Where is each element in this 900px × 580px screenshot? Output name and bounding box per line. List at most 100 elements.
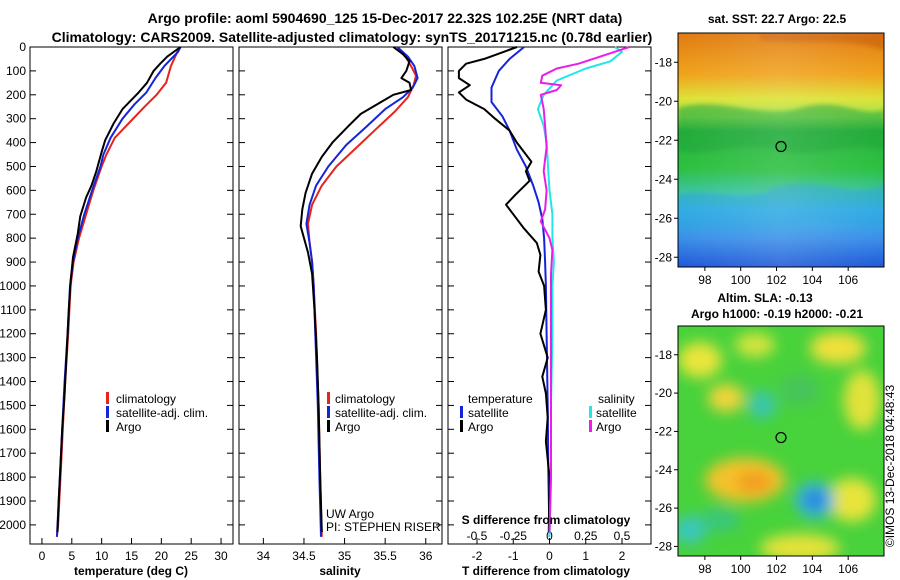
argo-position-marker bbox=[775, 431, 787, 444]
legend-label-s-satellite: satellite bbox=[596, 406, 637, 420]
map-y-tick-label: -28 bbox=[655, 250, 673, 264]
s-difference-xlabel: S difference from climatology bbox=[462, 513, 631, 527]
x-tick-label: 36 bbox=[419, 549, 433, 563]
temperature-series bbox=[55, 46, 182, 537]
s-diff-tick-label: 0.5 bbox=[614, 529, 631, 543]
legend-swatch-argo bbox=[327, 420, 330, 432]
sla-map-ticks: 98 100 102 104 106 -18 -20 -22 -24 -26 -28 bbox=[655, 348, 859, 576]
x-tick-label: 20 bbox=[155, 549, 169, 563]
depth-tick-label: 100 bbox=[6, 64, 26, 78]
title-line-2: Climatology: CARS2009. Satellite-adjuste… bbox=[52, 29, 653, 45]
series-line-satellite-adj-clim- bbox=[305, 46, 419, 537]
map-y-tick-label: -20 bbox=[655, 386, 673, 400]
legend-swatch-s-argo bbox=[589, 420, 592, 432]
map-x-tick-label: 100 bbox=[731, 562, 751, 576]
legend-header-salinity: salinity bbox=[598, 392, 635, 406]
x-tick-label: 34.5 bbox=[292, 549, 316, 563]
legend-swatch-t-satellite bbox=[460, 406, 463, 418]
sst-map-title: sat. SST: 22.7 Argo: 22.5 bbox=[708, 12, 847, 26]
salinity-series bbox=[299, 46, 419, 537]
depth-tick-label: 2000 bbox=[0, 518, 26, 532]
map-x-tick-label: 102 bbox=[767, 562, 787, 576]
map-y-tick-label: -26 bbox=[655, 501, 673, 515]
legend-swatch-argo bbox=[106, 420, 109, 432]
legend-swatch-satellite bbox=[327, 406, 330, 418]
salinity-x-ticks: 34 34.5 35 35.5 36 bbox=[257, 538, 433, 563]
legend-label-t-satellite: satellite bbox=[468, 406, 509, 420]
map-y-tick-label: -22 bbox=[655, 133, 673, 147]
difference-series bbox=[457, 46, 630, 537]
depth-tick-label: 1500 bbox=[0, 398, 26, 412]
x-tick-label: -1 bbox=[508, 549, 519, 563]
map-y-tick-label: -24 bbox=[655, 172, 673, 186]
x-tick-label: 25 bbox=[185, 549, 199, 563]
map-x-tick-label: 100 bbox=[731, 273, 751, 287]
depth-axis: 0 100 200 300 400 500 600 700 800 900 1000 1100 1200… bbox=[0, 40, 651, 532]
depth-tick-label: 200 bbox=[6, 88, 26, 102]
sla-map-title: Altim. SLA: -0.13 bbox=[717, 291, 813, 305]
depth-tick-label: 0 bbox=[19, 40, 26, 54]
x-tick-label: 35.5 bbox=[373, 549, 397, 563]
legend-label-satellite: satellite-adj. clim. bbox=[116, 406, 208, 420]
map-x-tick-label: 102 bbox=[767, 273, 787, 287]
sla-map-subtitle: Argo h1000: -0.19 h2000: -0.21 bbox=[691, 307, 863, 321]
s-diff-tick-label: -0.25 bbox=[500, 529, 528, 543]
series-line-climatology bbox=[307, 46, 417, 537]
legend-label-s-argo: Argo bbox=[596, 420, 622, 434]
depth-tick-label: 300 bbox=[6, 112, 26, 126]
sla-heatmap bbox=[678, 326, 884, 556]
difference-legend: temperature salinity satellite Argo sate… bbox=[460, 392, 637, 434]
depth-tick-label: 1200 bbox=[0, 327, 26, 341]
map-x-tick-label: 106 bbox=[838, 562, 858, 576]
map-x-tick-label: 98 bbox=[698, 562, 712, 576]
temperature-legend: climatology satellite-adj. clim. Argo bbox=[106, 392, 208, 434]
map-y-tick-label: -18 bbox=[655, 348, 673, 362]
series-line-s-argo bbox=[539, 46, 630, 533]
map-y-tick-label: -20 bbox=[655, 94, 673, 108]
x-tick-label: 34 bbox=[257, 549, 271, 563]
depth-tick-label: 1800 bbox=[0, 470, 26, 484]
x-tick-label: 35 bbox=[338, 549, 352, 563]
depth-tick-label: 1000 bbox=[0, 279, 26, 293]
series-line-t-satellite bbox=[490, 46, 551, 537]
imos-stamp: ©IMOS 13-Dec-2018 04:48:43 bbox=[883, 385, 897, 548]
legend-swatch-satellite bbox=[106, 406, 109, 418]
map-y-tick-label: -18 bbox=[655, 55, 673, 69]
legend-label-argo: Argo bbox=[335, 420, 361, 434]
sst-map-ticks: 98 100 102 104 106 -18 -20 -22 -24 -26 -28 bbox=[655, 55, 859, 287]
series-line-t-argo bbox=[457, 46, 551, 533]
series-line-argo bbox=[299, 46, 413, 533]
legend-header-temperature: temperature bbox=[468, 392, 533, 406]
sst-map-frame bbox=[677, 32, 885, 268]
x-tick-label: 0 bbox=[546, 549, 553, 563]
series-line-satellite-adj-clim- bbox=[55, 46, 182, 537]
credit-uw-argo: UW Argo bbox=[326, 507, 374, 521]
credit-pi: PI: STEPHEN RISER bbox=[326, 520, 441, 534]
map-x-tick-label: 104 bbox=[802, 562, 822, 576]
legend-label-t-argo: Argo bbox=[468, 420, 494, 434]
sst-heatmap bbox=[678, 33, 884, 267]
map-x-tick-label: 98 bbox=[698, 273, 712, 287]
title-line-1: Argo profile: aoml 5904690_125 15-Dec-20… bbox=[148, 10, 623, 26]
depth-tick-label: 1700 bbox=[0, 446, 26, 460]
x-tick-label: 15 bbox=[125, 549, 139, 563]
legend-swatch-s-satellite bbox=[589, 406, 592, 418]
salinity-legend: climatology satellite-adj. clim. Argo bbox=[327, 392, 427, 434]
map-y-tick-label: -22 bbox=[655, 424, 673, 438]
t-difference-x-ticks: -2 -1 0 1 2 bbox=[472, 538, 626, 563]
depth-tick-label: 1100 bbox=[0, 303, 26, 317]
legend-label-climatology: climatology bbox=[335, 392, 395, 406]
series-line-s-satellite bbox=[536, 46, 623, 537]
x-tick-label: 30 bbox=[214, 549, 228, 563]
depth-tick-label: 500 bbox=[6, 159, 26, 173]
depth-tick-label: 900 bbox=[6, 255, 26, 269]
legend-label-argo: Argo bbox=[116, 420, 142, 434]
depth-tick-label: 800 bbox=[6, 231, 26, 245]
depth-tick-label: 600 bbox=[6, 183, 26, 197]
salinity-xlabel: salinity bbox=[319, 564, 361, 578]
x-tick-label: 2 bbox=[619, 549, 626, 563]
map-x-tick-label: 106 bbox=[838, 273, 858, 287]
x-tick-label: 5 bbox=[68, 549, 75, 563]
temperature-x-ticks: 0 5 10 15 20 25 30 bbox=[39, 538, 228, 563]
